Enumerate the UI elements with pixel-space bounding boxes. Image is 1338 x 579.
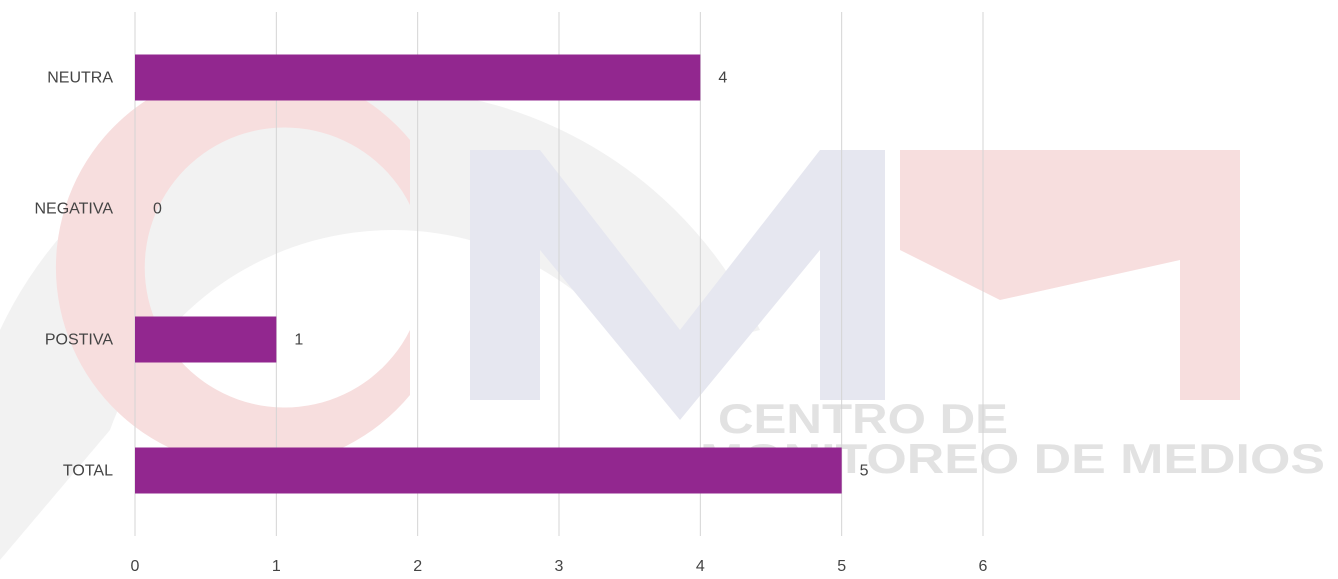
value-label: 5	[860, 463, 869, 480]
x-tick-label: 1	[272, 558, 281, 575]
x-tick-label: 3	[555, 558, 564, 575]
x-tick-label: 4	[696, 558, 705, 575]
bar	[135, 447, 842, 494]
x-tick-label: 6	[979, 558, 988, 575]
watermark-text: CENTRO DE	[718, 395, 1008, 442]
y-tick-label: POSTIVA	[45, 332, 113, 349]
y-tick-label: NEGATIVA	[34, 201, 113, 218]
value-label: 1	[294, 332, 303, 349]
x-tick-label: 2	[413, 558, 422, 575]
value-label: 4	[718, 70, 727, 87]
y-tick-label: NEUTRA	[47, 70, 113, 87]
x-tick-label: 5	[837, 558, 846, 575]
bar	[135, 54, 701, 101]
x-tick-label: 0	[131, 558, 140, 575]
watermark-logo	[0, 67, 1240, 561]
y-tick-label: TOTAL	[63, 463, 113, 480]
value-label: 0	[153, 201, 162, 218]
bar	[135, 316, 277, 363]
